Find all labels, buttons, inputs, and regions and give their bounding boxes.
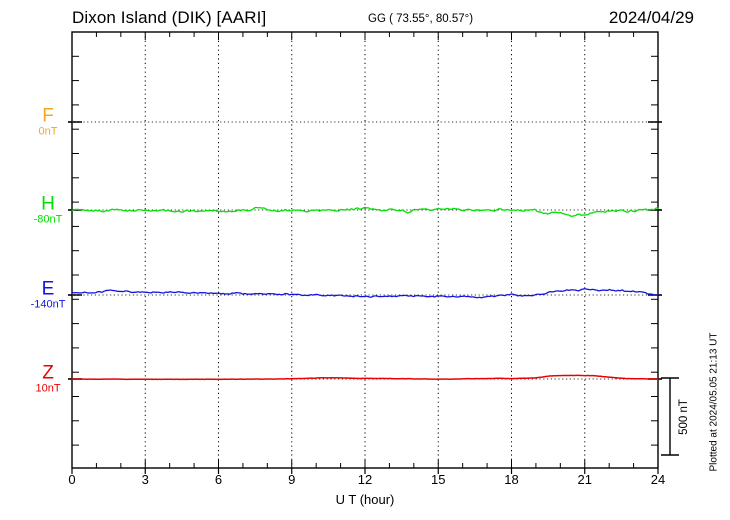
component-value-h: -80nT (33, 213, 63, 226)
component-value-z: 10nT (35, 382, 61, 395)
component-label-e: E -140nT (31, 279, 66, 310)
trace-h (71, 206, 659, 217)
x-tick-label-9: 9 (288, 472, 296, 487)
component-label-h: H -80nT (34, 194, 63, 225)
component-letter-h: H (41, 193, 55, 215)
component-letter-z: Z (42, 362, 54, 384)
component-label-f: F 0nT (39, 106, 58, 137)
grid-layer (144, 32, 586, 468)
scalebar (661, 377, 679, 456)
x-tick-label-0: 0 (68, 472, 76, 487)
x-tick-label-12: 12 (357, 472, 373, 487)
x-tick-label-21: 21 (577, 472, 592, 487)
component-value-f: 0nT (38, 125, 58, 138)
x-axis-label: U T (hour) (335, 492, 395, 507)
x-tick-label-24: 24 (650, 472, 666, 487)
plotted-timestamp: Plotted at 2024/05.05 21:13 UT (708, 332, 720, 472)
component-letter-e: E (41, 278, 55, 300)
geographic-coordinates: GG ( 73.55°, 80.57°) (368, 13, 473, 25)
x-tick-label-15: 15 (431, 472, 446, 487)
trace-e (71, 288, 659, 299)
trace-z (71, 374, 659, 381)
x-tick-label-18: 18 (504, 472, 519, 487)
scalebar-label: 500 nT (678, 399, 690, 435)
x-tick-label-6: 6 (214, 472, 223, 487)
geographic-coordinates-text: GG ( 73.55°, 80.57°) (368, 13, 474, 25)
trace-layer (71, 206, 659, 381)
page-title: Dixon Island (DIK) [AARI] (72, 8, 267, 27)
observation-date: 2024/04/29 (608, 8, 694, 27)
component-letter-f: F (42, 105, 54, 127)
component-label-z: Z 10nT (35, 363, 60, 394)
component-value-e: -140nT (30, 298, 66, 311)
x-tick-label-3: 3 (141, 472, 149, 487)
